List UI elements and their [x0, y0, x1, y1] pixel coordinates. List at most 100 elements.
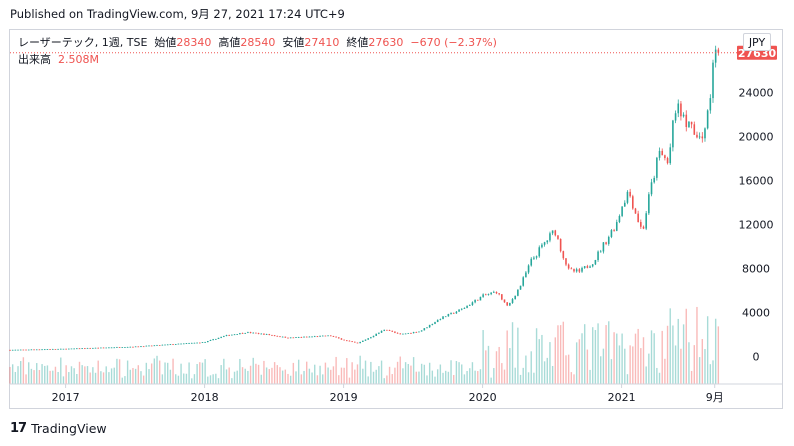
- volume-bar: [645, 366, 647, 384]
- volume-bar: [370, 361, 372, 384]
- volume-bar: [479, 369, 482, 384]
- volume-bar: [180, 363, 182, 384]
- candle-body: [54, 348, 57, 350]
- volume-bar: [498, 346, 500, 384]
- volume-bar: [704, 349, 706, 384]
- volume-bar: [714, 318, 717, 384]
- candle-body: [92, 347, 94, 349]
- volume-bar: [297, 359, 300, 384]
- volume-bar: [108, 372, 110, 384]
- volume-bar: [485, 350, 487, 384]
- candle-body: [273, 335, 276, 337]
- volume-bar: [68, 372, 70, 384]
- volume-bar: [364, 360, 367, 384]
- candle-body: [124, 347, 126, 348]
- candle-body: [471, 302, 474, 305]
- candle-body: [150, 345, 153, 347]
- volume-bar: [559, 325, 562, 384]
- volume-bar: [680, 348, 682, 384]
- volume-bar: [597, 323, 599, 384]
- volume-bar: [295, 371, 297, 384]
- volume-bar: [693, 345, 695, 384]
- candle-body: [426, 327, 428, 329]
- candle-body: [396, 332, 399, 334]
- volume-bar: [367, 376, 369, 384]
- candle-body: [431, 323, 434, 325]
- candle-body: [134, 346, 137, 348]
- symbol-title[interactable]: レーザーテック, 1週, TSE: [18, 36, 148, 49]
- volume-bar: [263, 360, 265, 384]
- volume-bar: [137, 365, 140, 384]
- tradingview-logo[interactable]: 17 TradingView: [10, 421, 107, 436]
- volume-bar: [575, 342, 578, 384]
- volume-bar: [706, 316, 709, 384]
- candle-body: [672, 120, 674, 148]
- candle-body: [174, 344, 177, 345]
- candle-body: [297, 337, 300, 338]
- volume-bar: [142, 375, 145, 384]
- volume-bar: [525, 355, 527, 384]
- volume-bar: [228, 367, 230, 384]
- volume-bar: [97, 360, 99, 384]
- candle-body: [43, 349, 46, 351]
- volume-bar: [672, 325, 674, 384]
- candle-body: [399, 333, 402, 335]
- volume-bar: [188, 362, 190, 384]
- candle-body: [650, 182, 653, 195]
- volume-bar: [458, 362, 460, 384]
- candle-body: [84, 348, 86, 350]
- candle-body: [460, 308, 463, 310]
- volume-bar: [431, 370, 434, 384]
- candle-body: [648, 194, 650, 214]
- volume-bar: [461, 364, 463, 384]
- volume-bar: [562, 321, 565, 384]
- candle-body: [629, 191, 631, 197]
- candle-body: [690, 121, 693, 125]
- y-axis: 0 4000 8000 12000 16000 20000 24000: [739, 87, 774, 364]
- volume-bar: [471, 362, 474, 384]
- volume-bar: [175, 374, 177, 384]
- volume-bar: [217, 378, 220, 384]
- volume-bar: [338, 375, 340, 384]
- candle-body: [271, 334, 273, 336]
- volume-bar: [193, 374, 196, 384]
- volume-bar: [637, 328, 639, 384]
- candle-body: [22, 349, 25, 351]
- candle-body: [575, 269, 578, 272]
- volume-bar: [327, 367, 329, 384]
- candle-body: [717, 49, 720, 53]
- candle-body: [436, 319, 439, 323]
- volume-bar: [514, 367, 516, 384]
- candle-body: [19, 349, 22, 351]
- candle-body: [549, 233, 551, 241]
- close-label: 終値: [346, 36, 369, 49]
- volume-bar: [70, 366, 73, 384]
- volume-bar: [300, 374, 303, 384]
- close-value: 27630: [368, 36, 404, 49]
- candle-body: [546, 240, 549, 243]
- candle-body: [594, 259, 597, 265]
- candle-body: [615, 222, 618, 231]
- change-value: −670 (−2.37%): [410, 36, 497, 49]
- volume-bar: [204, 359, 206, 384]
- candle-body: [412, 332, 415, 334]
- volume-bar: [22, 357, 25, 384]
- candle-body: [276, 335, 279, 337]
- volume-bar: [60, 357, 62, 384]
- volume-bar: [386, 375, 388, 384]
- candle-body: [263, 333, 265, 335]
- volume-bar: [140, 371, 142, 384]
- candle-body: [196, 342, 198, 344]
- candle-body: [319, 335, 321, 337]
- volume-bar: [394, 367, 396, 384]
- candle-body: [247, 332, 249, 333]
- volume-bar: [650, 330, 653, 384]
- candle-body: [268, 334, 271, 335]
- candle-body: [303, 336, 305, 338]
- candle-body: [97, 347, 100, 349]
- currency-button[interactable]: JPY: [743, 33, 771, 51]
- candle-body: [442, 316, 444, 320]
- y-tick-label: 8000: [742, 263, 770, 276]
- volume-bar: [118, 359, 121, 384]
